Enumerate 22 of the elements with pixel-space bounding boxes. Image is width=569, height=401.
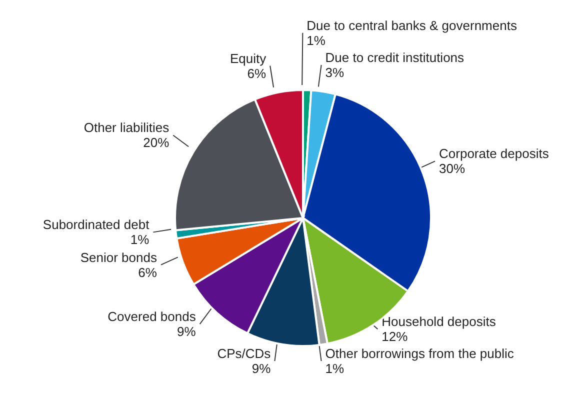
slice-label: Senior bonds [80, 250, 158, 265]
slice-label: CPs/CDs [217, 346, 272, 362]
slice-label: Subordinated debt [42, 217, 150, 232]
slice-label: Other borrowings from the public [325, 346, 514, 362]
data-label: 1% [130, 232, 150, 248]
slice-label: Due to credit institutions [325, 50, 465, 65]
data-label: 30% [439, 161, 466, 176]
data-label: 1% [306, 32, 326, 48]
data-label: 1% [325, 361, 345, 376]
data-label: 3% [325, 64, 345, 80]
slice-label: Due to central banks & governments [306, 18, 518, 33]
slice-label: Household deposits [382, 314, 496, 330]
slice-label: Corporate deposits [439, 146, 550, 162]
slice-label: Other liabilities [84, 120, 170, 136]
data-label: 12% [382, 329, 408, 344]
data-label: 6% [247, 66, 267, 81]
data-label: 9% [177, 324, 196, 340]
slice-label: Covered bonds [108, 309, 196, 324]
data-label: 20% [143, 135, 170, 150]
slice-label: Equity [230, 50, 267, 66]
data-label: 6% [138, 264, 158, 280]
data-label: 9% [252, 361, 272, 376]
